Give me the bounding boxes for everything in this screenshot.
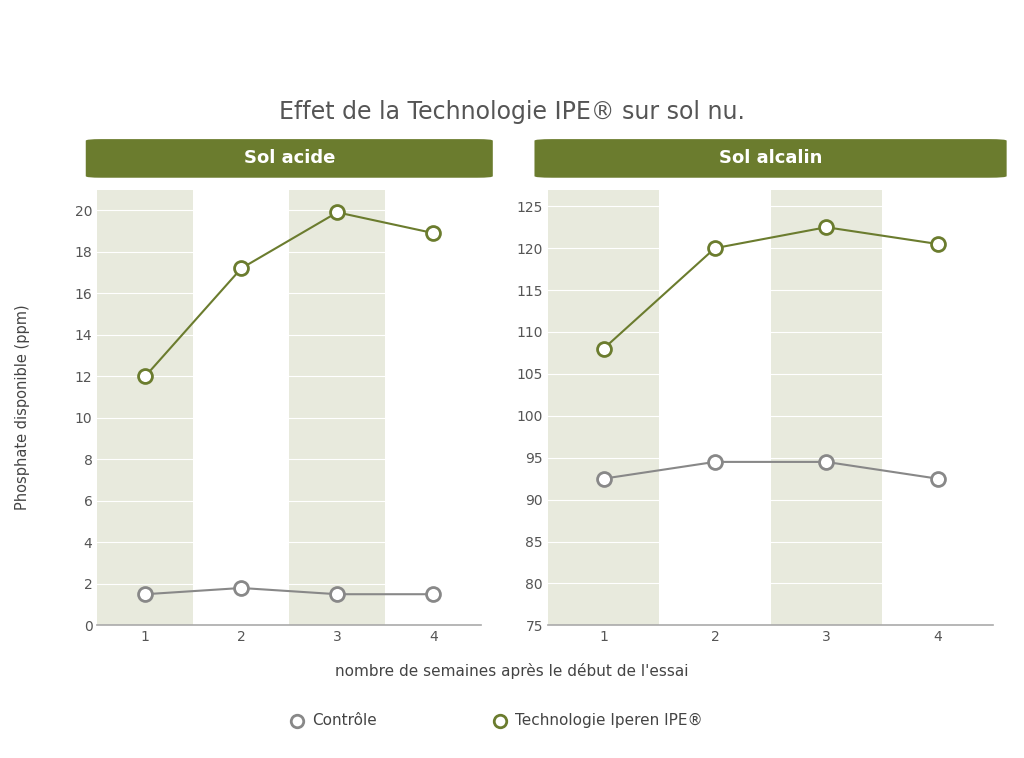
FancyBboxPatch shape xyxy=(86,139,493,177)
FancyBboxPatch shape xyxy=(535,139,1007,177)
Text: Effet de la Technologie IPE® sur sol nu.: Effet de la Technologie IPE® sur sol nu. xyxy=(280,100,744,124)
Bar xyxy=(97,190,194,625)
Bar xyxy=(289,190,385,625)
Bar xyxy=(770,190,882,625)
Text: Technologie Iperen IPE®: Technologie Iperen IPE® xyxy=(515,713,702,728)
Text: Prévient la fixation du Phosphate: Prévient la fixation du Phosphate xyxy=(36,21,744,59)
Text: nombre de semaines après le début de l'essai: nombre de semaines après le début de l'e… xyxy=(335,662,689,679)
Text: Sol acide: Sol acide xyxy=(244,149,335,168)
Text: Contrôle: Contrôle xyxy=(312,713,377,728)
Text: Phosphate disponible (ppm): Phosphate disponible (ppm) xyxy=(15,305,30,510)
Text: Sol alcalin: Sol alcalin xyxy=(719,149,822,168)
Bar xyxy=(548,190,659,625)
